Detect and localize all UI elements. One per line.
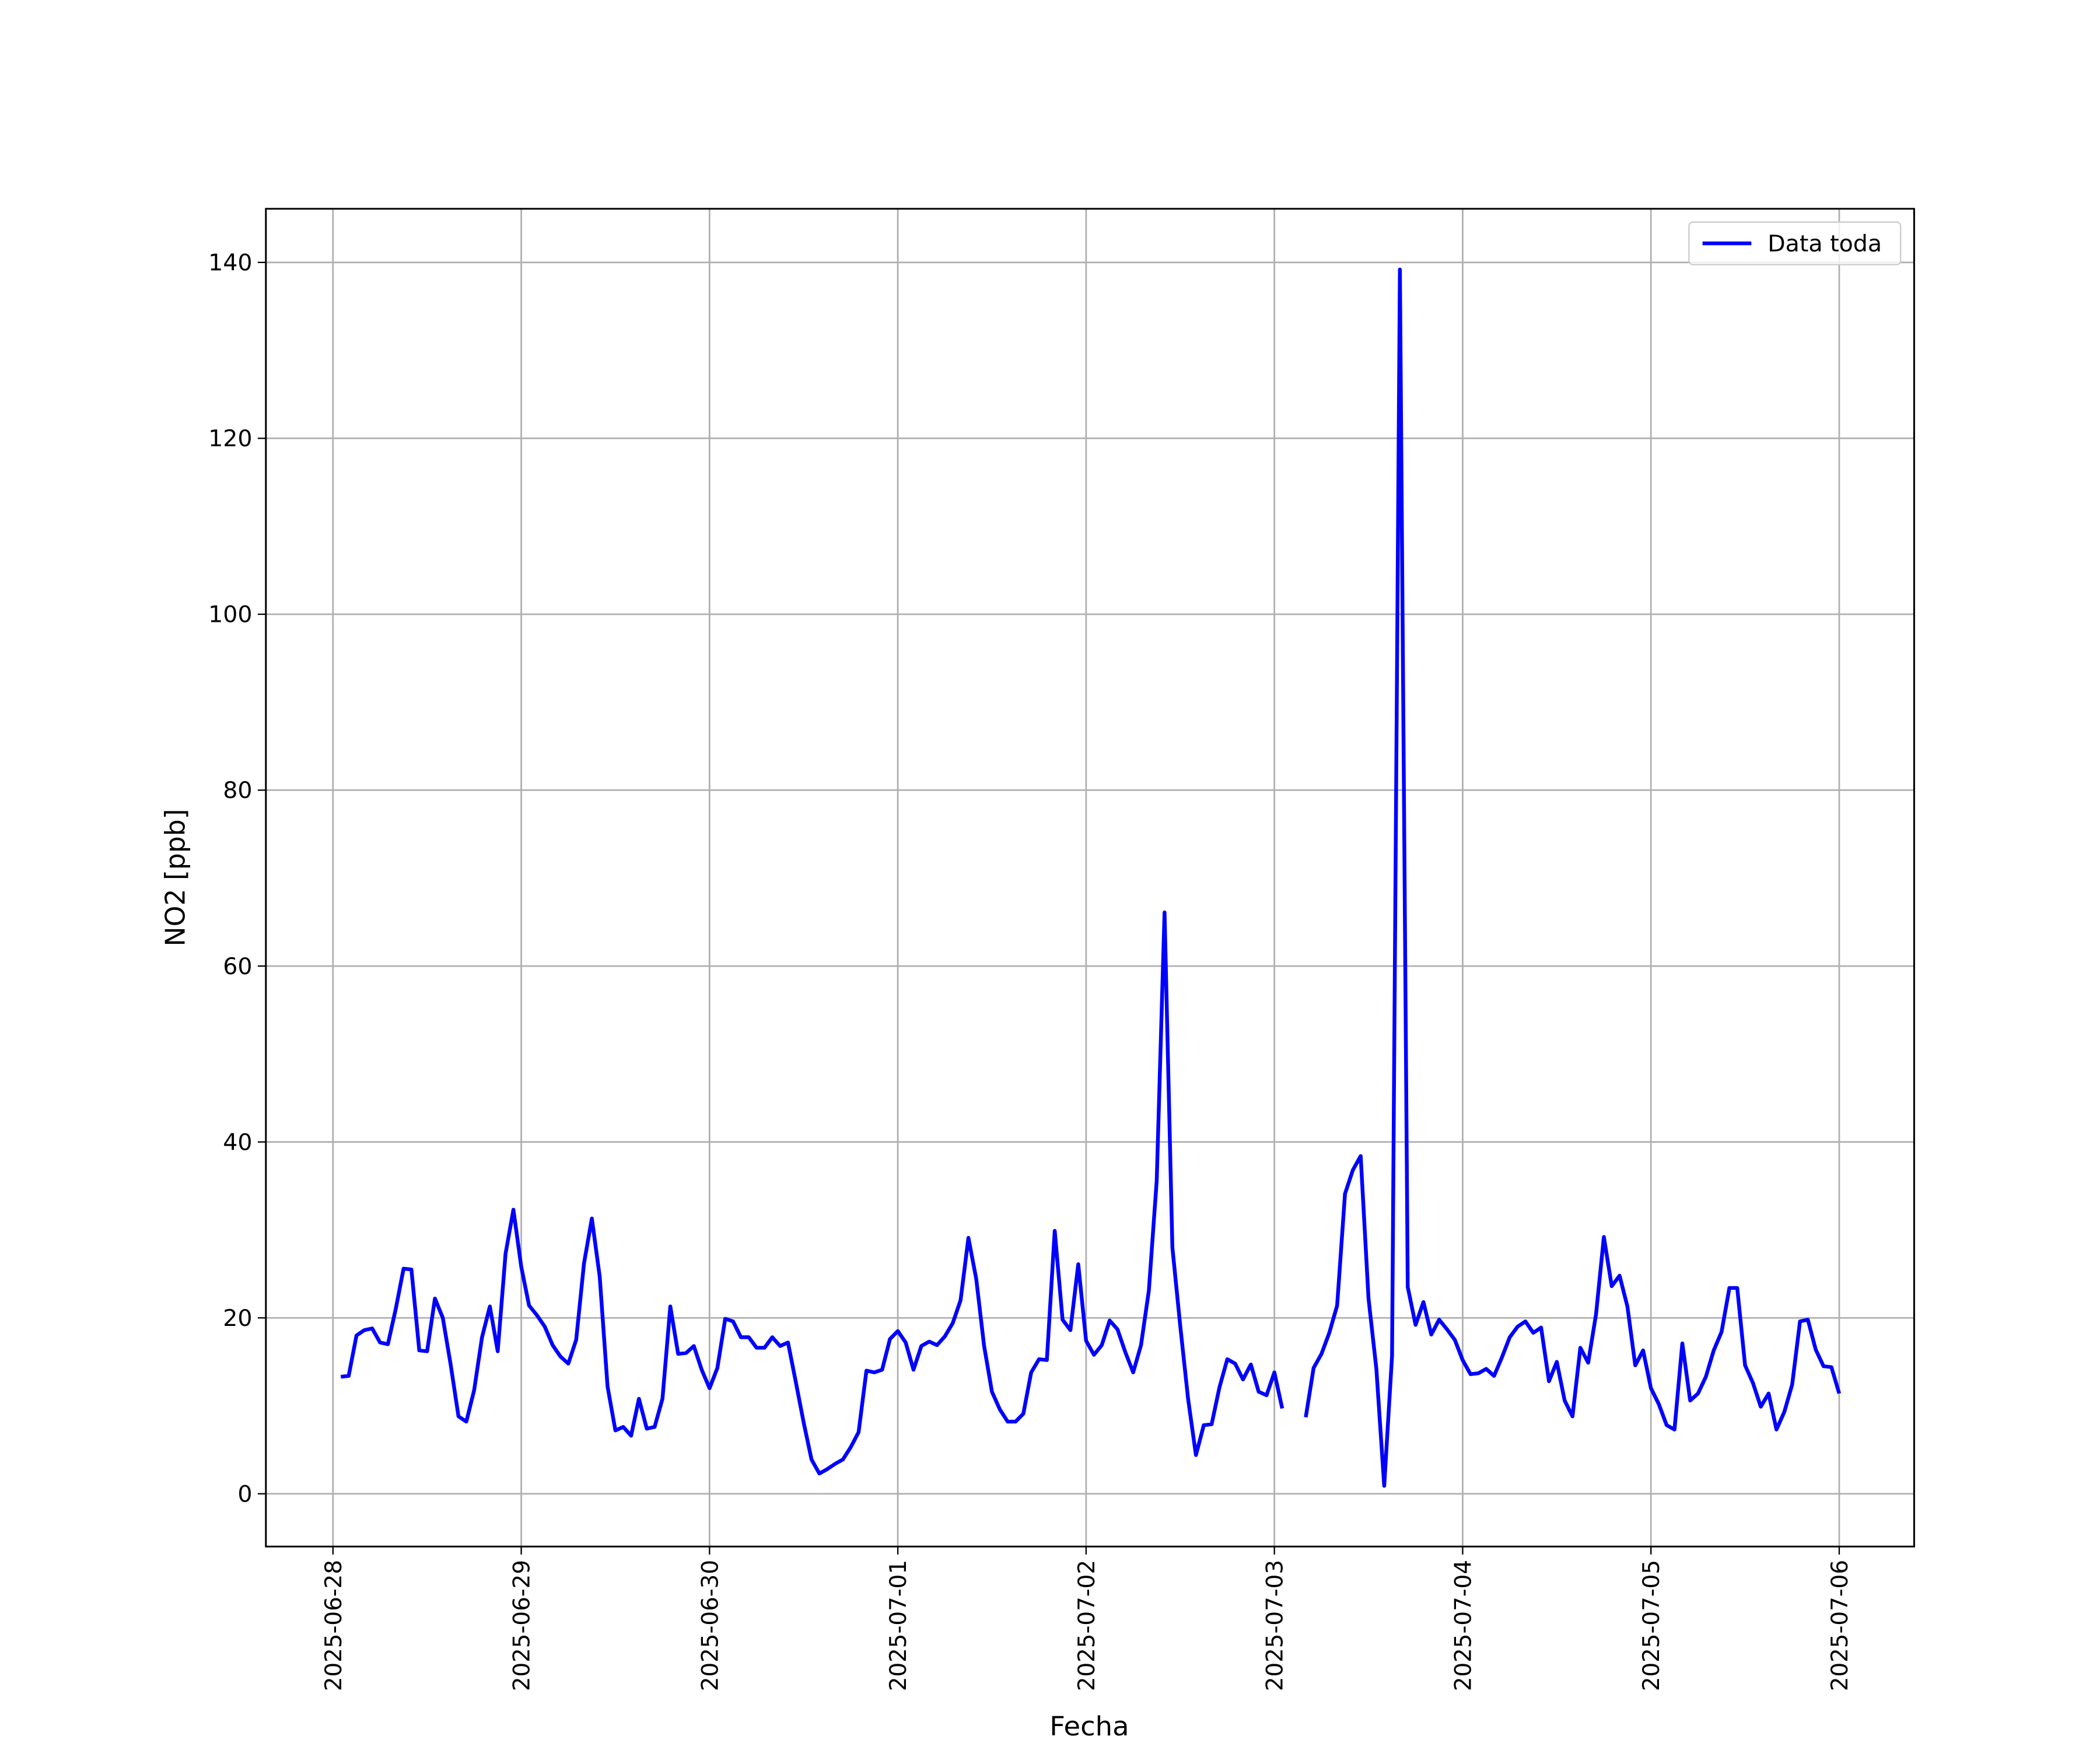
y-tick-label: 140 [208,250,252,276]
data-line [340,267,1842,1488]
y-tick-label: 80 [223,778,252,804]
y-tick-label: 20 [223,1306,252,1332]
y-tick-label: 40 [223,1130,252,1156]
legend: Data toda [1688,221,1902,265]
x-tick-label: 2025-06-28 [320,1560,346,1691]
legend-label: Data toda [1768,231,1882,257]
y-tick-label: 0 [237,1482,252,1508]
x-tick-label: 2025-07-01 [886,1560,912,1691]
plot-frame [265,208,1915,1548]
y-tick-label: 60 [223,954,252,980]
y-axis-label: NO2 [ppb] [159,809,191,947]
legend-frame [1688,221,1902,265]
x-tick-label: 2025-07-05 [1639,1560,1665,1691]
y-tick-label: 120 [208,426,252,452]
x-tick-label: 2025-07-02 [1073,1560,1100,1691]
x-tick-label: 2025-07-04 [1450,1560,1476,1691]
x-axis-label: Fecha [1049,1710,1129,1741]
x-tick-label: 2025-06-30 [697,1560,723,1691]
x-tick-label: 2025-06-29 [509,1560,535,1691]
x-tick-label: 2025-07-03 [1262,1560,1288,1691]
x-tick-label: 2025-07-06 [1827,1560,1853,1691]
y-tick-label: 100 [208,602,252,628]
